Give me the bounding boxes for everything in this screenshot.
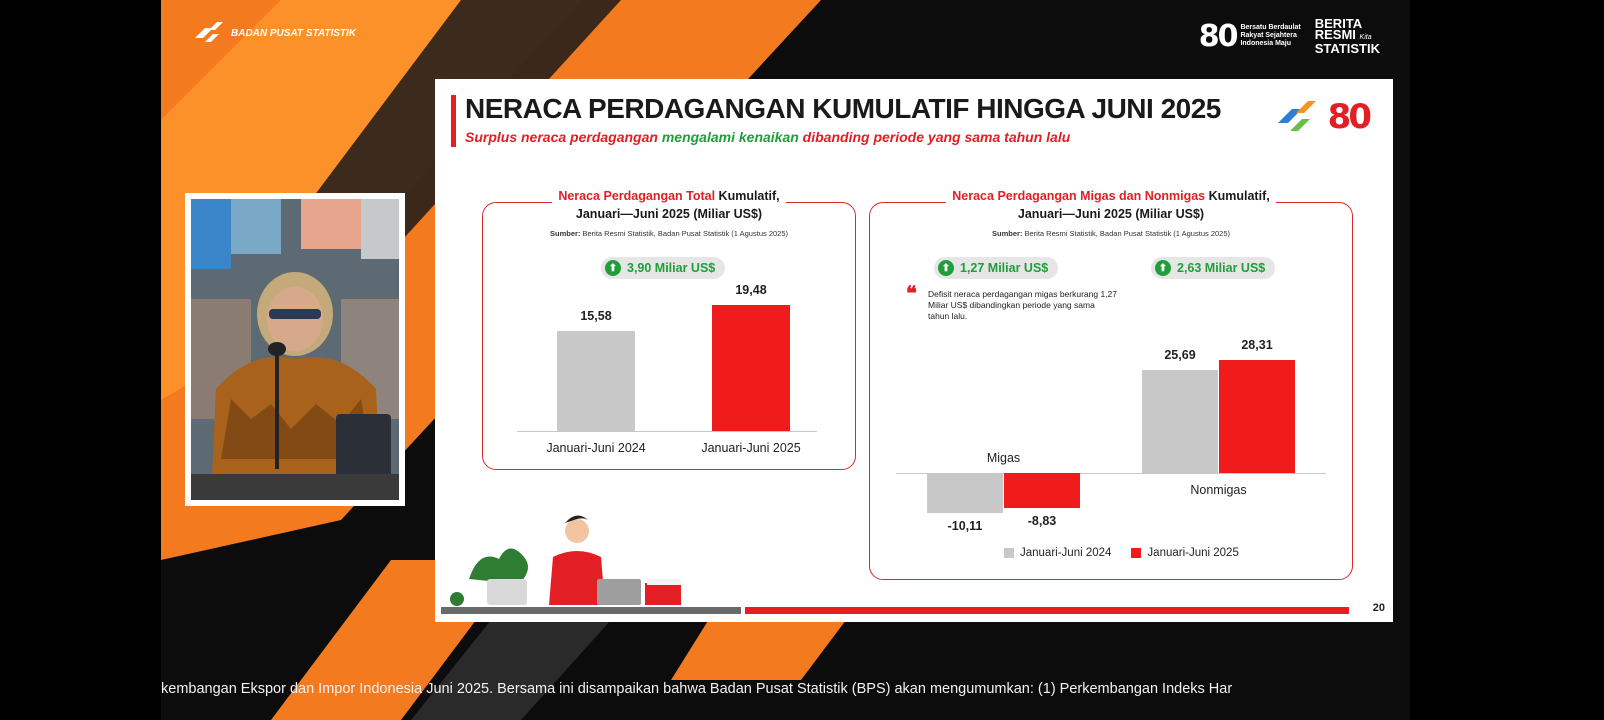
brs-line-3: STATISTIK: [1314, 41, 1380, 56]
total-change-badge: ⬆ 3,90 Miliar US$: [601, 257, 726, 279]
subtitle-part-2: dibanding periode yang sama tahun lalu: [798, 129, 1071, 145]
migas-bar-1-1: [1219, 359, 1295, 473]
arrow-up-icon: ⬆: [605, 260, 621, 276]
slide-title: NERACA PERDAGANGAN KUMULATIF HINGGA JUNI…: [465, 93, 1221, 124]
anniversary-branding: 80 Bersatu Berdaulat Rakyat Sejahtera In…: [1198, 16, 1380, 56]
anniversary-80: 80: [1198, 18, 1239, 54]
total-balance-panel: Neraca Perdagangan Total Kumulatif, Janu…: [482, 189, 856, 470]
migas-bar-0-0: [927, 473, 1003, 514]
nonmigas-change-badge: ⬆ 2,63 Miliar US$: [1151, 257, 1276, 279]
slide-logos: 80: [1274, 97, 1372, 137]
brs-line-2: RESMI: [1314, 27, 1356, 42]
tagline-3: Indonesia Maju: [1240, 40, 1292, 47]
migas-axis-line: [896, 473, 1326, 474]
bps-color-logo-icon: [1277, 101, 1316, 131]
slide-page-number: 20: [1372, 602, 1385, 614]
arrow-up-icon: ⬆: [1155, 260, 1171, 276]
migas-category-2: Nonmigas: [1190, 483, 1247, 497]
subtitle-part-1: Surplus neraca perdagangan: [465, 129, 662, 145]
title-accent-bar: [451, 95, 456, 147]
arrow-up-icon: ⬆: [938, 260, 954, 276]
quote-icon: ❝: [906, 281, 917, 305]
brs-logo: BERITA RESMI Kita STATISTIK: [1314, 16, 1380, 56]
migas-change-value: 1,27 Miliar US$: [960, 261, 1049, 275]
total-title-rest: Kumulatif,: [715, 189, 780, 203]
legend-label-2024: Januari-Juni 2024: [1020, 547, 1112, 559]
migas-panel-title: Neraca Perdagangan Migas dan Nonmigas Ku…: [870, 187, 1352, 223]
legend-swatch-2025: [1131, 548, 1142, 558]
source-text: Berita Resmi Statistik, Badan Pusat Stat…: [580, 229, 789, 238]
migas-title-highlight: Neraca Perdagangan Migas dan Nonmigas: [952, 189, 1206, 203]
migas-note: Defisit neraca perdagangan migas berkura…: [928, 289, 1118, 321]
total-value-label-2: 19,48: [735, 283, 767, 298]
chart-legend: Januari-Juni 2024 Januari-Juni 2025: [1004, 547, 1239, 559]
total-axis-line: [517, 431, 817, 432]
migas-value-label-0-1: -8,83: [1027, 514, 1057, 529]
bps-mark-icon: [195, 22, 223, 42]
migas-value-label-1-1: 28,31: [1241, 337, 1273, 352]
total-category-2: Januari-Juni 2025: [701, 441, 801, 455]
brs-script: Kita: [1359, 34, 1372, 41]
bps-logo: BADAN PUSAT STATISTIK: [191, 20, 356, 46]
nonmigas-change-value: 2,63 Miliar US$: [1177, 261, 1266, 275]
total-title-highlight: Neraca Perdagangan Total: [558, 189, 716, 203]
tagline-1: Bersatu Berdaulat: [1240, 24, 1301, 31]
migas-title-rest: Kumulatif,: [1205, 189, 1270, 203]
total-category-1: Januari-Juni 2024: [546, 441, 646, 455]
broadcast-stage: BADAN PUSAT STATISTIK 80 Bersatu Berdaul…: [161, 0, 1410, 720]
presenter-video: [185, 193, 405, 506]
brs-line-1: BERITA: [1314, 16, 1363, 31]
slide-progress-grey: [441, 607, 741, 614]
migas-category-1: Migas: [986, 451, 1021, 465]
subtitle-highlight: mengalami kenaikan: [661, 129, 799, 145]
total-bar-2: [712, 305, 790, 431]
source-text: Berita Resmi Statistik, Badan Pusat Stat…: [1022, 229, 1231, 238]
slide-80-logo: 80: [1327, 97, 1372, 137]
total-source: Sumber: Berita Resmi Statistik, Badan Pu…: [483, 229, 855, 238]
total-panel-title: Neraca Perdagangan Total Kumulatif, Janu…: [483, 187, 855, 223]
migas-value-label-1-0: 25,69: [1164, 348, 1196, 363]
migas-value-label-0-0: -10,11: [947, 519, 983, 534]
news-ticker: kembangan Ekspor dan Impor Indonesia Jun…: [161, 681, 1233, 697]
slide-progress-red: [745, 607, 1349, 614]
migas-bar-0-1: [1004, 473, 1080, 509]
migas-title-line2: Januari—Juni 2025 (Miliar US$): [1011, 207, 1211, 221]
migas-bar-1-0: [1142, 370, 1218, 473]
total-change-value: 3,90 Miliar US$: [627, 261, 716, 275]
total-title-line2: Januari—Juni 2025 (Miliar US$): [569, 207, 769, 221]
slide-subtitle: Surplus neraca perdagangan mengalami ken…: [465, 129, 1070, 145]
source-label: Sumber:: [991, 229, 1023, 238]
legend-swatch-2024: [1004, 548, 1014, 558]
legend-label-2025: Januari-Juni 2025: [1147, 547, 1239, 559]
org-name: BADAN PUSAT STATISTIK: [231, 27, 356, 39]
presentation-slide: NERACA PERDAGANGAN KUMULATIF HINGGA JUNI…: [435, 79, 1393, 622]
source-label: Sumber:: [549, 229, 581, 238]
migas-source: Sumber: Berita Resmi Statistik, Badan Pu…: [870, 229, 1352, 238]
total-bar-1: [557, 330, 635, 431]
tagline-2: Rakyat Sejahtera: [1240, 32, 1297, 39]
illustration-person-laptop: [450, 515, 681, 606]
presenter-image: [191, 199, 399, 500]
migas-change-badge: ⬆ 1,27 Miliar US$: [934, 257, 1059, 279]
migas-nonmigas-panel: Neraca Perdagangan Migas dan Nonmigas Ku…: [869, 189, 1353, 580]
total-value-label-1: 15,58: [580, 308, 612, 323]
